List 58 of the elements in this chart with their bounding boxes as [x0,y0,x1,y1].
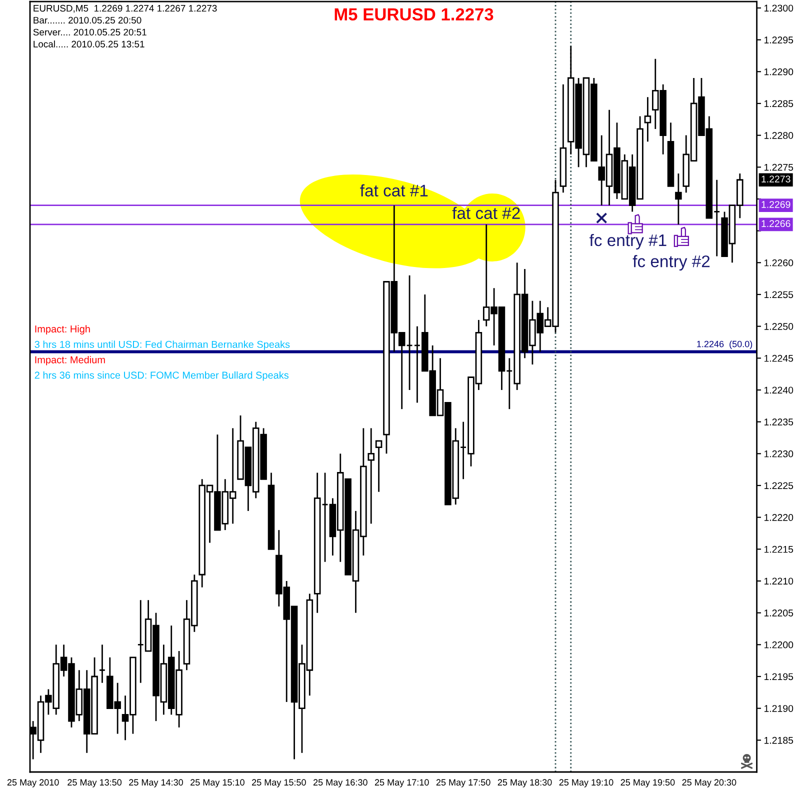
x-tick-label: 25 May 14:30 [129,779,183,788]
y-tick-label: 1.2240 [764,386,794,394]
y-tick-label: 1.2285 [764,100,794,108]
candlestick [322,472,328,563]
annotation: Impact: Medium [35,356,105,366]
y-tick-label: 1.2225 [764,482,794,490]
x-tick-label: 25 May 15:10 [190,779,244,788]
x-tick-label: 25 May 17:50 [436,779,490,788]
y-tick-label: 1.2255 [764,291,794,298]
y-tick-label: 1.2275 [764,164,794,171]
y-tick-label: 1.2280 [764,132,794,139]
y-tick-label: 1.2235 [764,418,794,426]
y-tick-label: 1.2245 [764,354,794,362]
annotation: fat cat #2 [452,206,520,220]
annotation: 1.2273 [762,176,790,182]
annotation: Bar....... 2010.05.25 20:50 [34,16,142,24]
annotation: Server.... 2010.05.25 20:51 [33,28,146,36]
y-tick-label: 1.2200 [764,641,794,648]
annotation: Impact: High [35,325,90,334]
x-tick-label: 25 May 20:30 [682,779,736,788]
candlestick [644,96,652,142]
annotation: fat cat #1 [360,184,428,196]
candlestick [375,440,382,493]
x-tick-label: 25 May 19:10 [559,779,614,788]
y-tick-label: 1.2290 [764,68,794,76]
y-tick-label: 1.2220 [764,514,794,521]
x-tick-label: 25 May 13:50 [68,779,122,788]
x-tick-label: 25 May 15:50 [252,779,306,788]
x-tick-label: 25 May 2010 [7,779,59,788]
chart-title: M5 EURUSD 1.2273 [334,8,494,21]
y-tick-label: 1.2260 [764,259,794,266]
y-tick-label: 1.2210 [764,578,794,585]
annotation: 3 hrs 18 mins until USD: Fed Chairman Bernanke Speaks [34,340,290,350]
y-tick-label: 1.2250 [764,323,794,330]
y-tick-label: 1.2300 [764,4,794,12]
annotation: EURUSD,M5 1.2269 1.2274 1.2267 1.2273 [34,4,217,13]
x-tick-label: 25 May 17:10 [374,779,429,788]
ref-line-label: 1.2266 [762,220,790,228]
y-tick-label: 1.2230 [764,450,794,458]
y-tick-label: 1.2195 [764,673,794,680]
x-tick-label: 25 May 19:50 [620,779,675,788]
x-tick-label: 25 May 18:30 [498,779,552,788]
candlestick [675,172,682,226]
annotation: fc entry #2 [632,255,710,271]
ref-line-label: 1.2246 (50.0) [697,340,752,349]
candlestick [98,644,106,684]
candlestick [368,427,375,524]
annotation: 2 hrs 36 mins since USD: FOMC Member Bullard Speaks [34,371,289,381]
annotation: fc entry #1 [590,234,666,250]
y-tick-label: 1.2215 [764,546,794,553]
y-tick-label: 1.2185 [764,736,794,744]
y-tick-label: 1.2295 [764,36,794,44]
candlestick [406,274,413,391]
y-tick-label: 1.2205 [764,610,794,616]
ref-line-label: 1.2269 [762,201,790,208]
y-tick-label: 1.2190 [764,705,794,712]
x-tick-label: 25 May 16:30 [313,779,368,788]
annotation: Local..... 2010.05.25 13:51 [34,40,144,48]
